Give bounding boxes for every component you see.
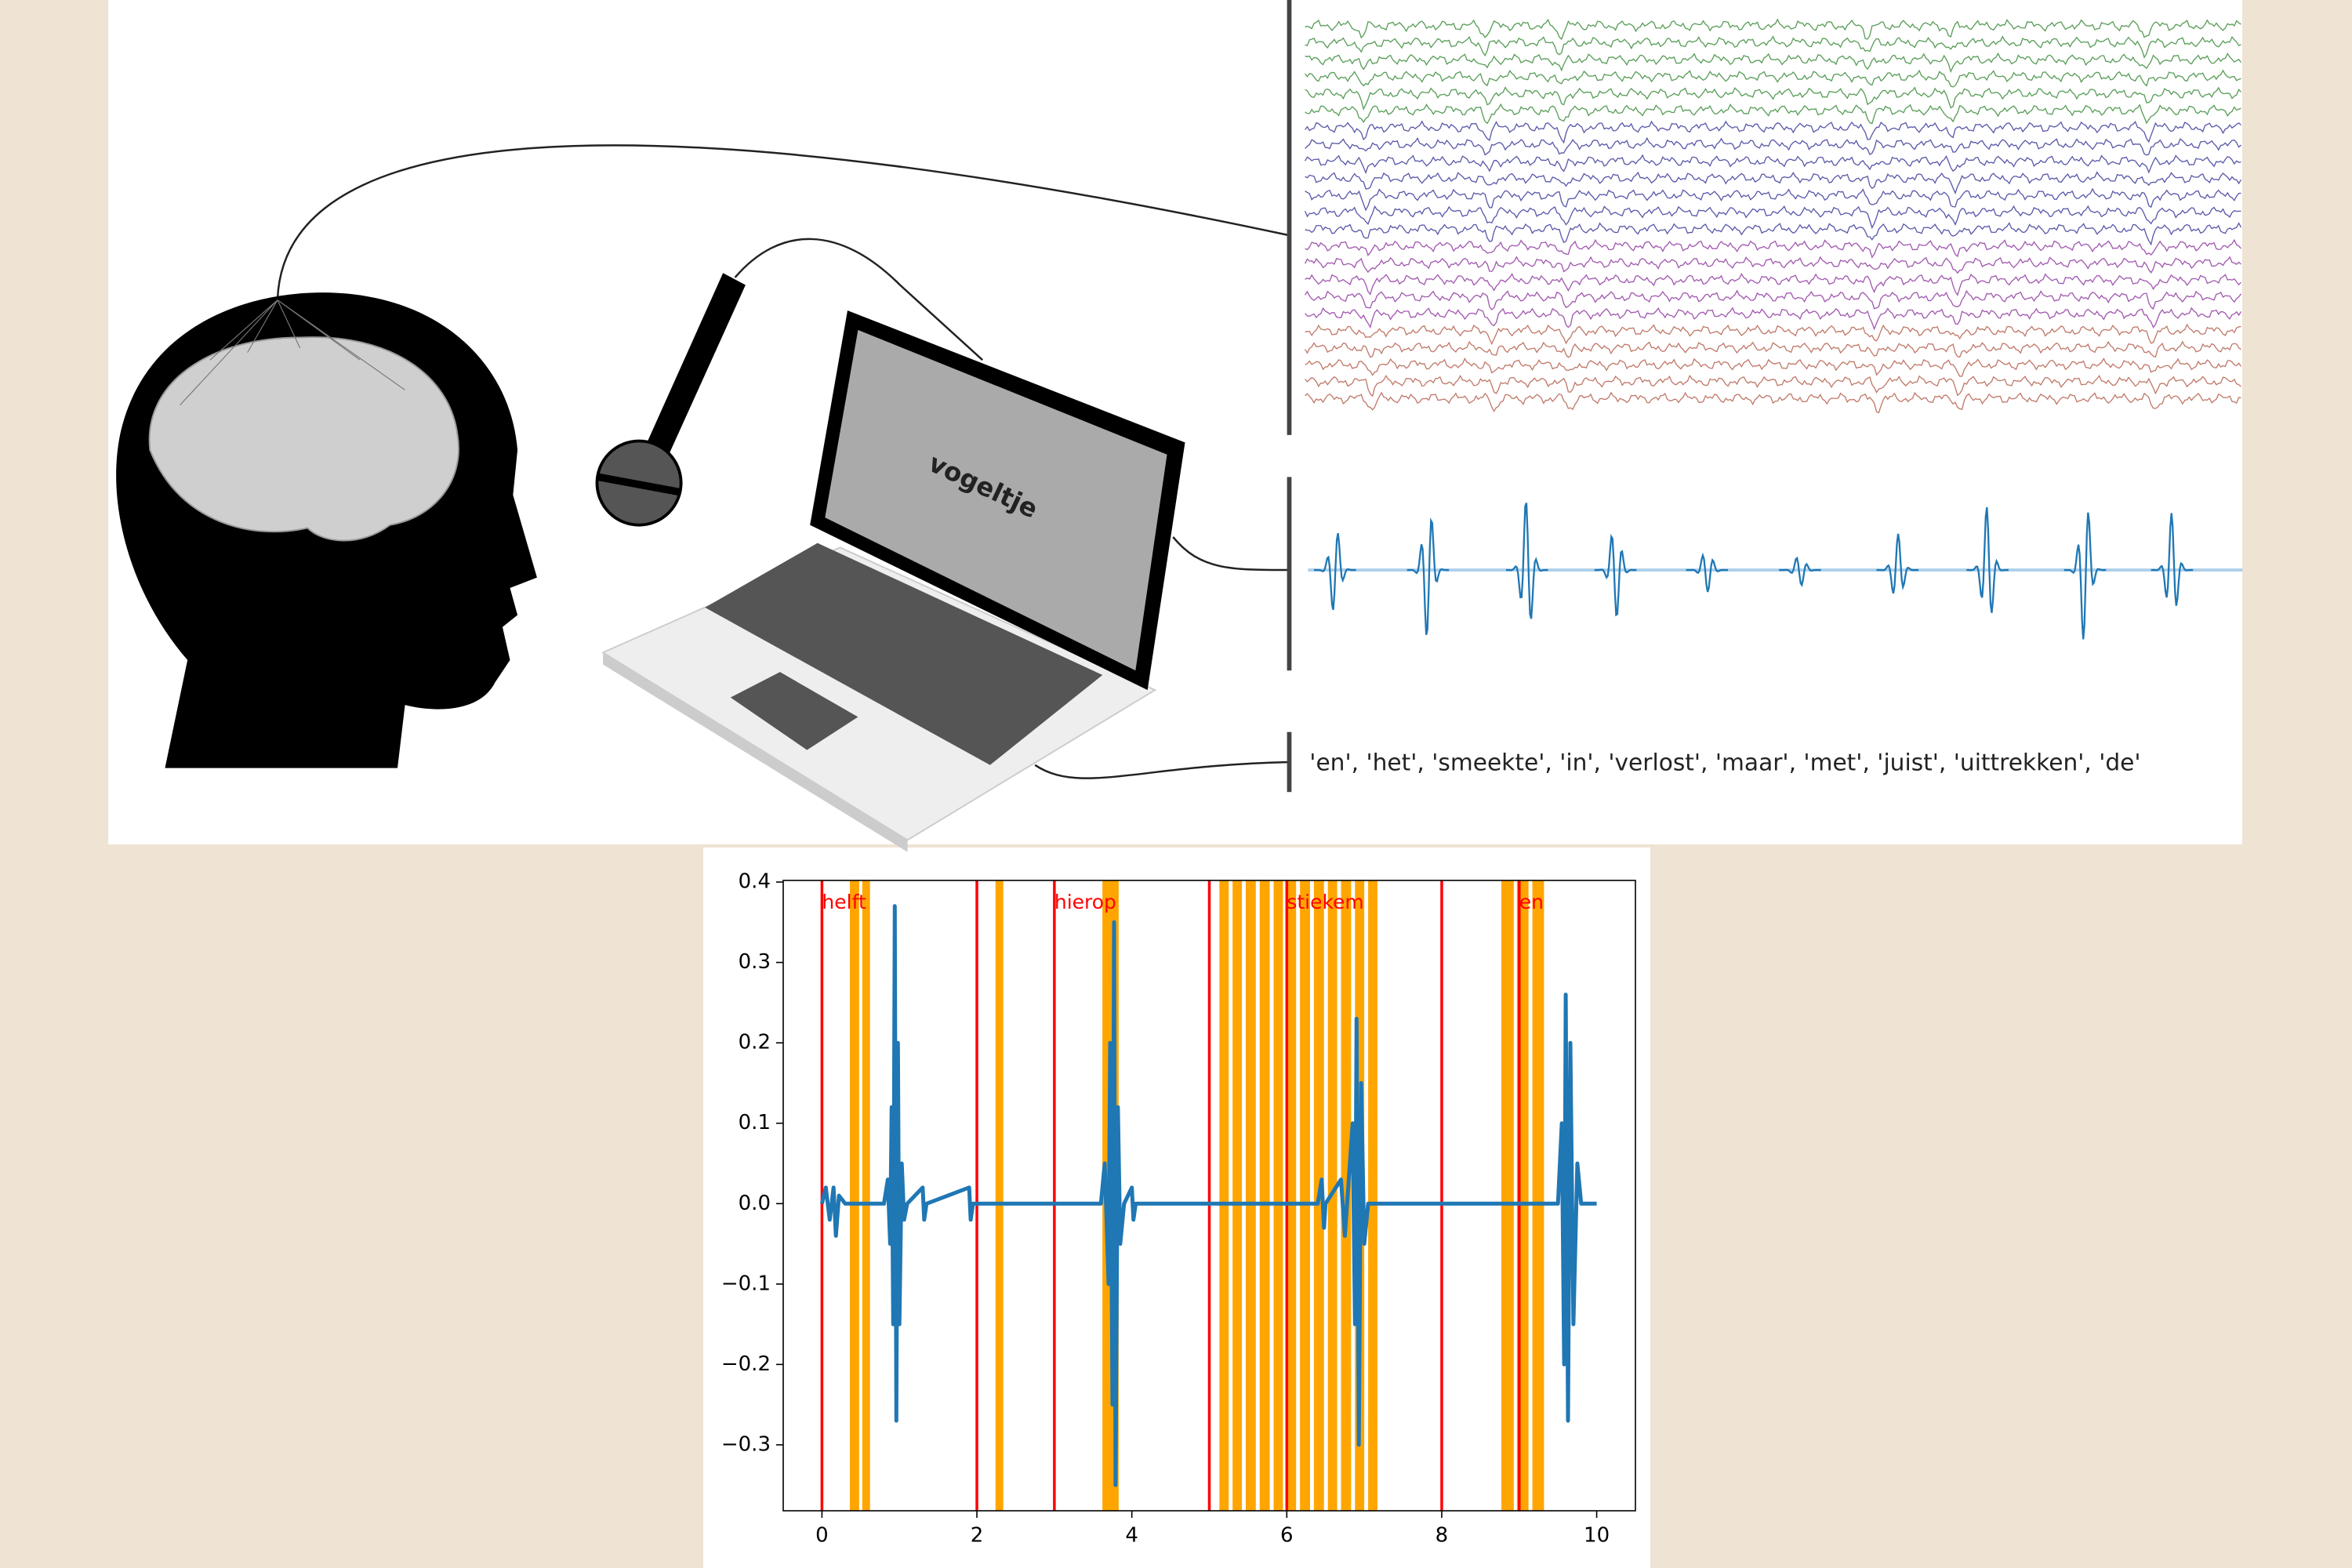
eeg-trace [1305, 391, 2241, 414]
y-tick-label: 0.3 [739, 950, 771, 974]
audio-burst [1314, 532, 1356, 611]
x-tick-label: 0 [815, 1524, 829, 1548]
annotation: helft [822, 891, 866, 913]
audio-burst [2151, 513, 2194, 606]
span [1219, 880, 1229, 1511]
eeg-trace [1305, 358, 2242, 377]
eeg-trace [1304, 256, 2241, 274]
word-list: 'en', 'het', 'smeekte', 'in', 'verlost',… [1309, 748, 2140, 775]
divider [1287, 0, 1292, 435]
eeg-trace [1305, 222, 2242, 246]
span [849, 880, 859, 1511]
eeg-trace [1304, 340, 2241, 358]
span [1245, 880, 1256, 1511]
audio-burst [1779, 556, 1821, 588]
span [1273, 880, 1283, 1511]
eeg-trace [1305, 86, 2241, 111]
eeg-trace [1305, 307, 2242, 331]
span [1501, 880, 1514, 1511]
eeg-trace [1305, 323, 2241, 346]
eeg-trace [1305, 289, 2242, 310]
illustration: vogeltje 'en', 'het', 'smeekte', 'in', '… [116, 0, 2243, 852]
eeg-trace [1305, 171, 2242, 195]
brain [148, 336, 459, 542]
audio-burst [2063, 512, 2107, 640]
y-tick-label: 0.4 [739, 870, 771, 894]
screen [825, 329, 1167, 671]
x-tick-label: 10 [1584, 1524, 1610, 1548]
plot-frame [782, 880, 1636, 1512]
audio-burst [1505, 503, 1548, 619]
span [1287, 880, 1297, 1511]
eeg-trace [1305, 120, 2241, 144]
chart: helft hierop stiekem en 0 2 4 6 8 10 −0.3 −0.2 −0.1 0… [721, 870, 1636, 1548]
mic-handle [644, 273, 746, 458]
eeg-trace [1304, 154, 2241, 175]
eeg [1304, 18, 2242, 414]
electrodes [180, 299, 405, 405]
x-tick-label: 8 [1436, 1524, 1449, 1548]
divider [1287, 477, 1292, 671]
y-tick-label: −0.2 [721, 1352, 771, 1376]
annotation: stiekem [1287, 891, 1363, 913]
audio [1314, 503, 2194, 640]
x-tick-label: 4 [1125, 1524, 1138, 1548]
y-tick-label: 0.2 [739, 1031, 771, 1054]
audio-burst [1406, 517, 1450, 635]
span [995, 880, 1004, 1511]
audio-burst [1686, 552, 1729, 593]
eeg-trace [1305, 35, 2241, 59]
eeg-trace [1305, 136, 2241, 156]
trackpad [730, 672, 858, 750]
eeg-trace [1305, 18, 2241, 41]
cable [1034, 760, 1290, 779]
audio-burst [1594, 533, 1637, 617]
span [1259, 880, 1270, 1511]
eeg-trace [1305, 272, 2241, 296]
waveform [819, 904, 1597, 1487]
span [1232, 880, 1243, 1511]
span [1368, 880, 1377, 1511]
cable [276, 144, 1290, 300]
span [1532, 880, 1544, 1511]
audio-burst [1966, 506, 2009, 613]
eeg-trace [1305, 374, 2241, 397]
bottom-panel [703, 848, 1650, 1568]
laptop-edge [603, 652, 908, 852]
annotation: en [1519, 891, 1544, 913]
y-tick-label: 0.0 [739, 1192, 771, 1215]
x-tick-label: 6 [1280, 1524, 1294, 1548]
divider [1287, 731, 1292, 793]
mic-cable [734, 238, 984, 361]
eeg-trace [1305, 103, 2241, 125]
eeg-trace [1305, 187, 2241, 212]
y-tick-label: −0.3 [721, 1432, 771, 1456]
span [862, 880, 870, 1511]
annotation: hierop [1054, 891, 1116, 913]
eeg-trace [1305, 238, 2241, 259]
mic-band [597, 473, 681, 496]
cable [1172, 536, 1290, 572]
x-tick-label: 2 [971, 1524, 984, 1548]
y-tick-label: 0.1 [739, 1111, 771, 1134]
audio-burst [1876, 533, 1919, 594]
eeg-trace [1304, 205, 2241, 230]
span [1300, 880, 1310, 1511]
keyboard [705, 543, 1103, 765]
y-tick-label: −0.1 [721, 1272, 771, 1295]
eeg-trace [1305, 69, 2241, 88]
eeg-trace [1305, 52, 2242, 74]
